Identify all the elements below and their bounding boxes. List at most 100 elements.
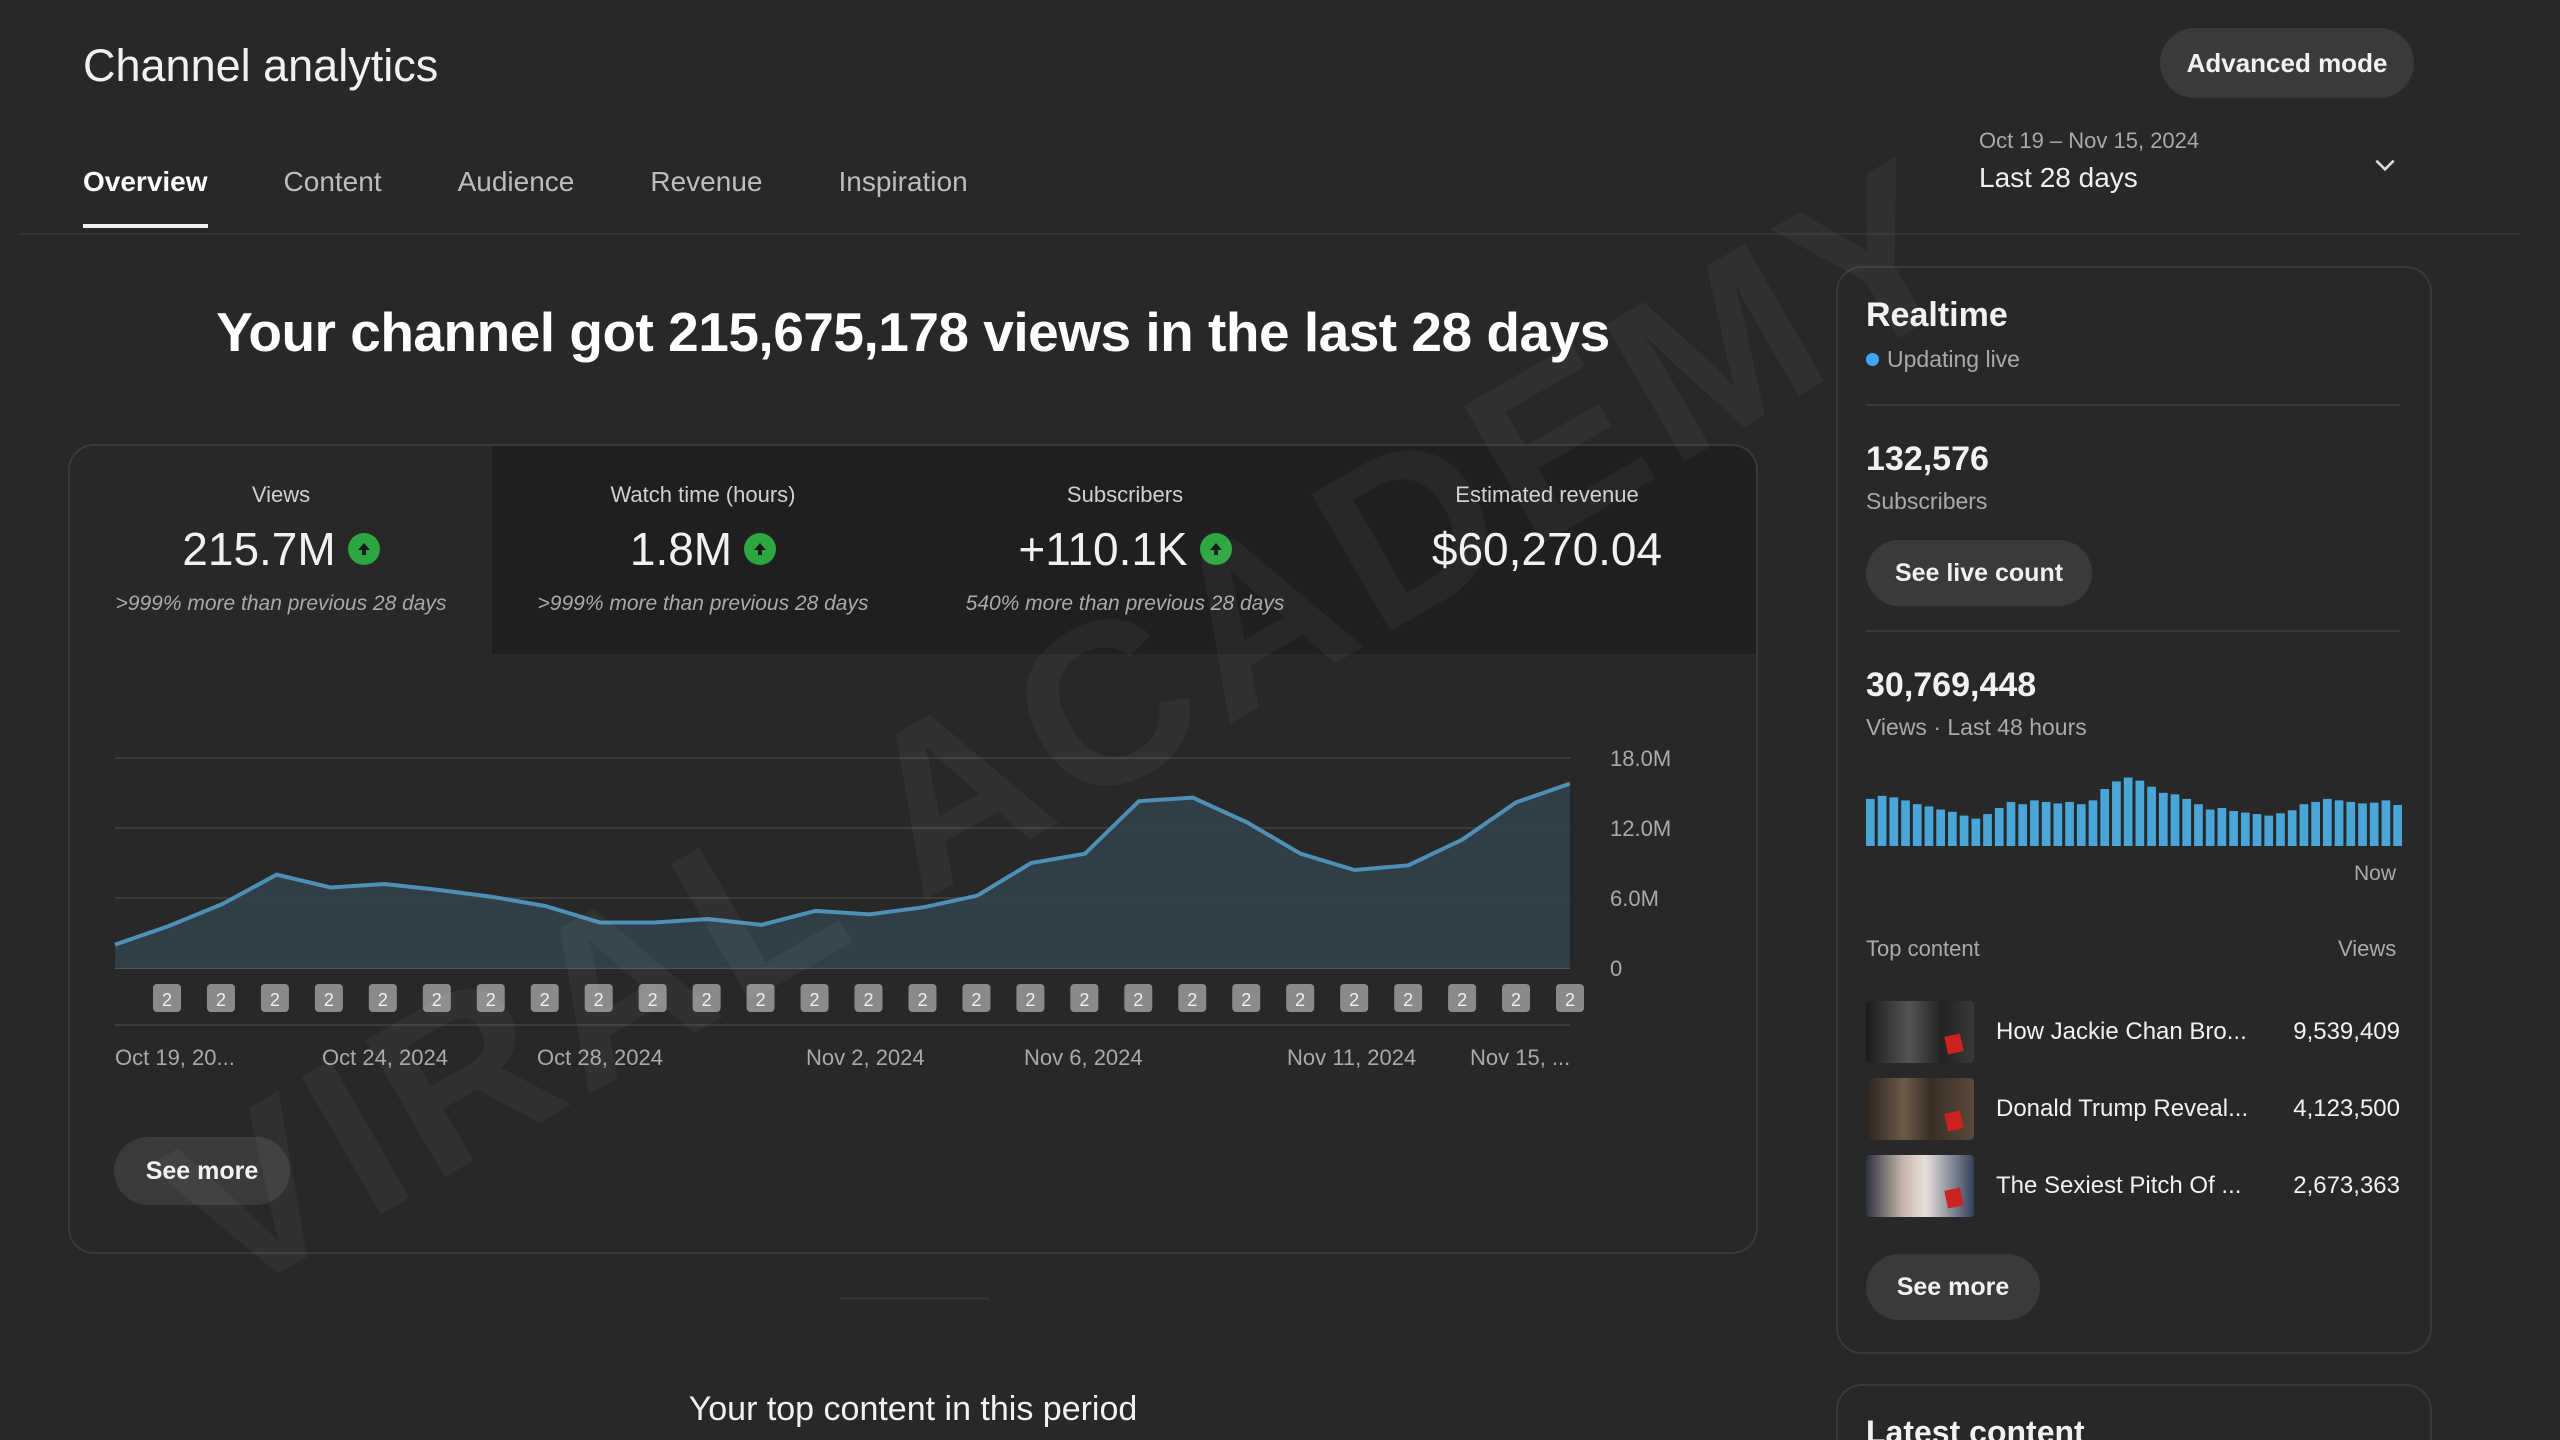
- realtime-bar: [2229, 811, 2238, 846]
- annotation-marker-label: 2: [540, 990, 550, 1010]
- realtime-bar-chart[interactable]: [1866, 770, 2402, 846]
- realtime-bar: [2158, 792, 2168, 846]
- metric-revenue[interactable]: Estimated revenue $60,270.04: [1336, 446, 1756, 654]
- realtime-see-more-button[interactable]: See more: [1866, 1254, 2040, 1320]
- realtime-bar: [2276, 813, 2285, 846]
- realtime-bar: [2053, 803, 2063, 846]
- realtime-bar: [2065, 801, 2074, 846]
- annotation-marker: [1448, 984, 1477, 1012]
- x-tick-label: Nov 6, 2024: [1024, 1045, 1143, 1070]
- y-tick-label: 0: [1610, 956, 1622, 981]
- metric-note: 540% more than previous 28 days: [965, 592, 1285, 615]
- tab-overview[interactable]: Overview: [83, 166, 208, 228]
- annotation-marker: [638, 984, 667, 1012]
- annotation-marker-label: 2: [810, 990, 820, 1010]
- annotation-marker: [1340, 984, 1369, 1012]
- annotation-marker: [1178, 984, 1207, 1012]
- chart-line: [114, 781, 1571, 947]
- badge-icon: [1944, 1033, 1964, 1055]
- metric-label: Watch time (hours): [610, 482, 796, 507]
- divider: [1866, 404, 2400, 406]
- metric-value: 215.7M: [182, 523, 336, 575]
- date-range-picker[interactable]: Oct 19 – Nov 15, 2024 Last 28 days: [1979, 128, 2199, 194]
- annotation-marker-label: 2: [1025, 990, 1035, 1010]
- chart-area: [115, 783, 1570, 968]
- realtime-views-label: Views · Last 48 hours: [1866, 714, 2087, 740]
- realtime-bar: [1866, 798, 1875, 846]
- video-views: 4,123,500: [2293, 1095, 2400, 1122]
- video-title: How Jackie Chan Bro...: [1996, 1018, 2247, 1045]
- annotation-marker: [854, 984, 883, 1012]
- realtime-bar: [2135, 780, 2145, 846]
- annotation-marker: [908, 984, 937, 1012]
- annotation-marker-label: 2: [1403, 990, 1413, 1010]
- x-tick-label: Oct 28, 2024: [537, 1045, 663, 1070]
- realtime-bar: [2076, 804, 2086, 846]
- annotation-marker: [692, 984, 721, 1012]
- annotation-marker-label: 2: [378, 990, 388, 1010]
- latest-content-card: [1836, 1384, 2432, 1440]
- top-content-label: Top content: [1866, 936, 1980, 961]
- annotation-marker-label: 2: [917, 990, 927, 1010]
- realtime-bar: [1889, 797, 1899, 846]
- realtime-bar: [2264, 815, 2274, 846]
- top-content-row[interactable]: Donald Trump Reveal... 4,123,500: [1866, 1077, 2400, 1141]
- annotation-marker: [1016, 984, 1045, 1012]
- realtime-bar: [2088, 800, 2098, 846]
- annotation-marker: [800, 984, 829, 1012]
- metric-views[interactable]: Views 215.7M >999% more than previous 28…: [70, 446, 492, 654]
- annotation-marker: [746, 984, 775, 1012]
- top-content-row[interactable]: The Sexiest Pitch Of ... 2,673,363: [1866, 1154, 2400, 1218]
- metric-subscribers[interactable]: Subscribers +110.1K 540% more than previ…: [914, 446, 1336, 654]
- annotation-marker-label: 2: [1241, 990, 1251, 1010]
- arrow-up-icon: [1199, 533, 1232, 565]
- live-dot-icon: [1866, 353, 1879, 366]
- realtime-bar: [2311, 801, 2320, 846]
- video-views: 2,673,363: [2293, 1172, 2400, 1199]
- annotation-marker-label: 2: [270, 990, 280, 1010]
- realtime-subscribers-value: 132,576: [1866, 440, 1989, 478]
- annotation-marker: [260, 984, 289, 1012]
- realtime-bar: [1901, 800, 1910, 846]
- advanced-mode-button[interactable]: Advanced mode: [2160, 28, 2414, 98]
- realtime-bar: [2346, 801, 2356, 846]
- see-more-button[interactable]: See more: [114, 1137, 290, 1205]
- annotation-marker: [1556, 984, 1584, 1012]
- realtime-bar: [2182, 798, 2192, 846]
- tab-content[interactable]: Content: [283, 166, 382, 197]
- video-title: Donald Trump Reveal...: [1996, 1095, 2249, 1122]
- realtime-bar: [2381, 800, 2391, 846]
- views-chart[interactable]: 18.0M 12.0M 6.0M 0 2 2 2 2 2 2 2 2 2 2 2 2 2 2 2 2 2 2 2 2 2 2 2 2 2…: [100, 740, 1700, 1080]
- now-label: Now: [2354, 862, 2397, 885]
- annotation-marker-label: 2: [1079, 990, 1089, 1010]
- metric-label: Views: [251, 482, 311, 507]
- video-thumbnail: [1866, 1001, 1974, 1063]
- annotation-marker-label: 2: [971, 990, 981, 1010]
- arrow-up-icon: [744, 533, 777, 565]
- metric-label: Subscribers: [1066, 482, 1184, 507]
- realtime-bar: [1994, 808, 2004, 846]
- realtime-bar: [2123, 777, 2133, 846]
- badge-icon: [1944, 1187, 1964, 1209]
- y-tick-label: 18.0M: [1610, 746, 1671, 771]
- annotation-marker: [584, 984, 613, 1012]
- chevron-down-icon[interactable]: [2372, 152, 2398, 178]
- realtime-bar: [2299, 804, 2309, 846]
- top-content-row[interactable]: How Jackie Chan Bro... 9,539,409: [1866, 1000, 2400, 1064]
- annotation-marker-label: 2: [1565, 990, 1575, 1010]
- realtime-bar: [1924, 806, 1934, 846]
- realtime-bar: [2334, 800, 2344, 846]
- metric-label: Estimated revenue: [1455, 482, 1639, 507]
- see-live-count-button[interactable]: See live count: [1866, 540, 2092, 606]
- live-status-text: Updating live: [1887, 346, 2020, 372]
- video-title: The Sexiest Pitch Of ...: [1996, 1172, 2242, 1199]
- metric-value: $60,270.04: [1431, 523, 1663, 575]
- latest-content-title: Latest content: [1866, 1414, 2085, 1440]
- realtime-bar: [1971, 818, 1981, 846]
- metric-watch-time[interactable]: Watch time (hours) 1.8M >999% more than …: [492, 446, 914, 654]
- annotation-marker-label: 2: [324, 990, 334, 1010]
- tab-revenue[interactable]: Revenue: [650, 166, 763, 197]
- tab-inspiration[interactable]: Inspiration: [838, 166, 968, 197]
- realtime-bar: [2240, 812, 2250, 846]
- tab-audience[interactable]: Audience: [457, 166, 575, 197]
